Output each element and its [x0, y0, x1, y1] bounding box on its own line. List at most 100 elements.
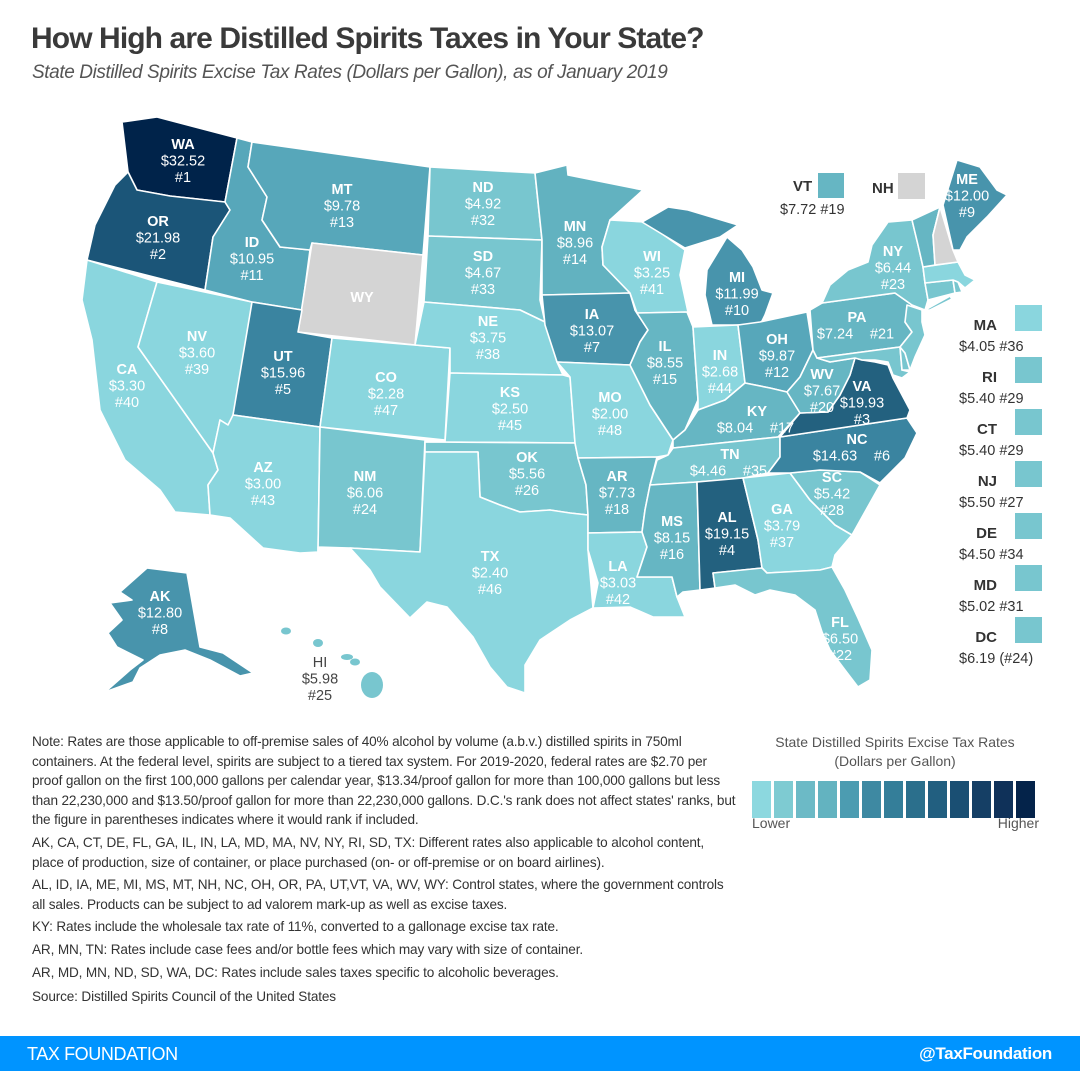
legend-swatch [862, 781, 881, 818]
state-abbr-label: SC [822, 470, 843, 486]
legend-low-label: Lower [752, 815, 791, 831]
state-rate-label: $19.93 [840, 395, 884, 411]
state-rank-label: #23 [881, 277, 905, 293]
state-abbr-label: AR [607, 469, 628, 485]
legend-title-2: (Dollars per Gallon) [834, 753, 956, 769]
small-state-abbr: NJ [977, 473, 997, 490]
state-rate-label: $6.50 [822, 631, 858, 647]
small-state-abbr: MA [973, 317, 997, 334]
state-rate-label: $3.25 [634, 265, 670, 281]
state-il[interactable] [629, 309, 699, 441]
legend-swatch [752, 781, 771, 818]
state-rank-label: #46 [478, 582, 502, 598]
footer-brand: TAX FOUNDATION [27, 1044, 178, 1064]
state-abbr-label: TX [481, 549, 500, 565]
state-mi[interactable] [704, 236, 774, 326]
state-rank-label: #20 [810, 400, 834, 416]
state-rank-label: #44 [708, 381, 732, 397]
state-rank-label: #33 [471, 282, 495, 298]
footer-handle[interactable]: @TaxFoundation [919, 1044, 1052, 1063]
state-rate-label: $7.73 [599, 485, 635, 501]
state-abbr-label: PA [847, 310, 867, 326]
state-rate-label: $12.00 [945, 188, 989, 204]
state-rate-label: $8.15 [654, 530, 690, 546]
small-state-swatch [1015, 513, 1042, 539]
state-abbr-label: AL [717, 510, 736, 526]
us-choropleth-map: WA$32.52#1 OR$21.98#2 CA$3.30#40 NV$3.60#39… [81, 116, 1008, 704]
state-rate-label: $3.03 [600, 575, 636, 591]
small-state-value: $5.40 #29 [959, 443, 1024, 459]
state-rank-label: #42 [606, 592, 630, 608]
state-rank-label: #38 [476, 347, 500, 363]
state-rank-label: #41 [640, 282, 664, 298]
state-abbr-label: AZ [253, 460, 272, 476]
state-abbr-label: OK [516, 450, 538, 466]
legend-swatches [752, 781, 1045, 818]
state-ak[interactable] [104, 567, 254, 693]
state-rank-label: #15 [653, 372, 677, 388]
state-abbr-label: IA [585, 307, 600, 323]
state-hi[interactable] [281, 627, 291, 635]
state-abbr-label: TN [720, 447, 739, 463]
state-fl[interactable] [712, 566, 873, 688]
state-ne[interactable] [414, 301, 564, 376]
state-nc[interactable] [767, 417, 918, 484]
state-hi[interactable] [361, 672, 383, 698]
state-rank-label: #1 [175, 170, 191, 186]
state-abbr-label: MO [598, 390, 621, 406]
legend-swatch [840, 781, 859, 818]
state-abbr-label: UT [273, 349, 292, 365]
state-abbr-label: OR [147, 214, 169, 230]
state-rate-label: $14.63 [813, 448, 857, 464]
state-ma[interactable] [922, 261, 976, 289]
state-abbr-label: IL [659, 339, 672, 355]
state-rank-label: #17 [770, 420, 794, 436]
state-rank-label: #18 [605, 502, 629, 518]
state-rank-label: #32 [471, 213, 495, 229]
state-hi[interactable] [313, 639, 323, 647]
legend-swatch [950, 781, 969, 818]
state-rank-label: #3 [854, 412, 870, 428]
state-rank-label: #8 [152, 622, 168, 638]
state-abbr-label: WI [643, 249, 661, 265]
small-state-value: $4.50 #34 [959, 547, 1024, 563]
state-nj[interactable] [899, 304, 926, 371]
state-rank-label: #35 [743, 463, 767, 479]
small-state-swatch [1015, 461, 1042, 487]
state-rate-label: $3.79 [764, 518, 800, 534]
state-rank-label: #10 [725, 303, 749, 319]
state-mi[interactable] [641, 206, 739, 249]
state-abbr-label: ND [473, 180, 494, 196]
legend-swatch [884, 781, 903, 818]
state-shapes [81, 116, 1008, 698]
state-tx[interactable] [349, 451, 594, 694]
state-rank-label: #48 [598, 423, 622, 439]
state-rate-label: $11.99 [715, 286, 758, 302]
legend-swatch [1016, 781, 1035, 818]
state-hi[interactable] [341, 654, 353, 660]
state-hi[interactable] [350, 658, 360, 666]
state-rank-label: #24 [353, 502, 377, 518]
state-ny[interactable] [924, 295, 953, 311]
note-different-rates: AK, CA, CT, DE, FL, GA, IL, IN, LA, MD, … [32, 834, 705, 870]
state-rate-label: $3.30 [109, 378, 145, 394]
state-abbr-label: IN [713, 348, 728, 364]
state-rate-label: $12.80 [138, 605, 182, 621]
state-rank-label: #22 [828, 648, 852, 664]
state-mt[interactable] [247, 141, 431, 256]
state-rank-label: #14 [563, 252, 587, 268]
state-abbr-label: MT [332, 182, 353, 198]
state-me[interactable] [942, 159, 1008, 251]
state-abbr-label: OH [766, 332, 788, 348]
state-rank-label: #47 [374, 403, 398, 419]
state-rate-label: $2.40 [472, 565, 508, 581]
small-state-abbr: CT [977, 421, 997, 438]
small-state-swatch [1015, 617, 1042, 643]
state-rate-label: $2.50 [492, 401, 528, 417]
small-state-abbr: DE [976, 525, 997, 542]
key-vt-swatch [818, 173, 844, 198]
legend-high-label: Higher [997, 815, 1039, 831]
state-abbr-label: MN [564, 219, 587, 235]
state-rank-label: #12 [765, 365, 789, 381]
legend-swatch [994, 781, 1013, 818]
